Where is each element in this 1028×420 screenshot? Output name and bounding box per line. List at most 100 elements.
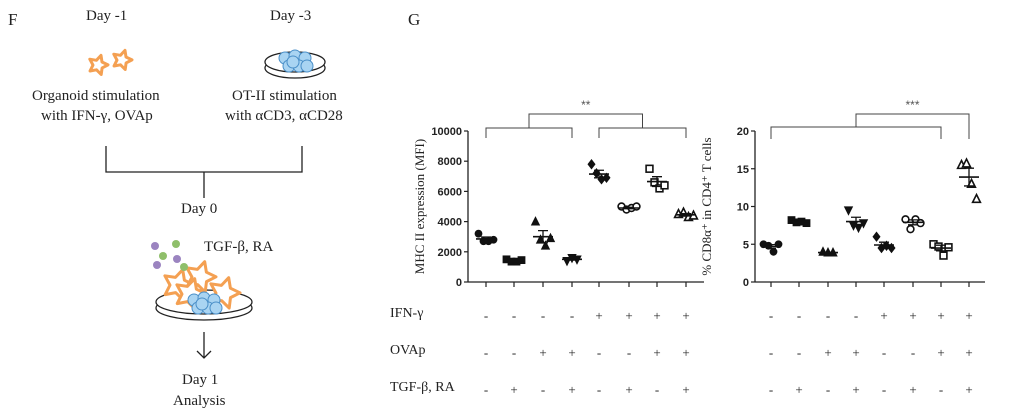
condition-sign: +: [880, 308, 887, 323]
y-tick-label: 10: [737, 202, 749, 214]
data-point: [906, 224, 915, 234]
error-bar: [509, 259, 519, 263]
condition-sign: -: [597, 382, 601, 397]
condition-sign: -: [797, 308, 801, 323]
data-point: [887, 242, 896, 254]
data-point: [645, 164, 654, 173]
t-cell-icon: [286, 55, 300, 69]
condition-sign: -: [882, 345, 886, 360]
y-tick-label: 15: [737, 164, 749, 176]
condition-sign: +: [653, 345, 660, 360]
cytokine-dot: [173, 255, 181, 263]
organoid-star-icon: [88, 53, 110, 76]
significance-stars: **: [581, 98, 591, 112]
panel-f-label: F: [8, 10, 18, 29]
day-minus-1: Day -1: [86, 8, 128, 24]
data-point: [474, 229, 483, 238]
condition-label-ovap: OVAp: [390, 343, 426, 358]
condition-sign: -: [939, 382, 943, 397]
data-point: [530, 216, 541, 226]
y-tick-label: 10000: [431, 126, 462, 138]
condition-sign: -: [911, 345, 915, 360]
data-point: [545, 232, 556, 243]
condition-sign: -: [484, 308, 488, 323]
condition-sign: +: [625, 382, 632, 397]
condition-sign: -: [797, 345, 801, 360]
day-minus-3: Day -3: [270, 8, 312, 24]
data-point: [660, 181, 669, 190]
significance-bracket: [770, 113, 970, 139]
error-bar: [908, 219, 918, 226]
condition-sign: +: [937, 308, 944, 323]
condition-sign: -: [570, 308, 574, 323]
error-bar: [594, 169, 604, 179]
condition-sign: +: [510, 382, 517, 397]
data-point: [843, 206, 854, 216]
condition-sign: +: [965, 382, 972, 397]
data-point: [934, 242, 943, 251]
condition-sign: -: [826, 308, 830, 323]
cytokine-dot: [151, 242, 159, 250]
condition-sign: +: [568, 345, 575, 360]
down-arrow-icon: [196, 332, 212, 359]
condition-sign: +: [568, 382, 575, 397]
error-bar: [624, 206, 634, 210]
error-bar: [481, 236, 491, 242]
condition-sign: -: [512, 308, 516, 323]
error-bar: [936, 244, 946, 252]
data-point: [632, 202, 641, 211]
significance-bracket: [485, 113, 687, 138]
y-axis-label: % CD8α⁺ in CD4⁺ T cells: [699, 137, 714, 275]
data-point: [872, 231, 881, 242]
t-cell-icon: [209, 301, 223, 315]
merge-connector: [105, 146, 303, 198]
error-bar: [851, 216, 861, 227]
y-tick-label: 6000: [438, 186, 462, 198]
cytokine-dot: [153, 261, 161, 269]
condition-label-tgf: TGF-β, RA: [390, 380, 455, 395]
condition-sign: +: [852, 382, 859, 397]
condition-label-ifn: IFN-γ: [390, 306, 424, 321]
y-tick-label: 0: [743, 277, 749, 289]
significance-stars: ***: [905, 98, 919, 112]
condition-sign: -: [597, 345, 601, 360]
condition-sign: +: [937, 345, 944, 360]
condition-sign: -: [512, 345, 516, 360]
condition-sign: -: [769, 345, 773, 360]
condition-sign: +: [965, 345, 972, 360]
y-tick-label: 0: [456, 277, 462, 289]
cytokine-dot: [180, 263, 188, 271]
condition-sign: +: [795, 382, 802, 397]
y-tick-label: 4000: [438, 217, 462, 229]
condition-sign: +: [682, 382, 689, 397]
condition-sign: -: [769, 308, 773, 323]
condition-sign: -: [826, 382, 830, 397]
error-bar: [538, 230, 548, 244]
organoid-text-1: Organoid stimulation: [32, 88, 160, 104]
y-tick-label: 5: [743, 239, 749, 251]
error-bar: [794, 220, 804, 224]
organoid-text-2: with IFN-γ, OVAp: [41, 108, 153, 124]
error-bar: [766, 243, 776, 250]
condition-sign: +: [595, 308, 602, 323]
panel-g-label: G: [408, 10, 421, 29]
condition-sign: +: [539, 345, 546, 360]
otii-text-1: OT-II stimulation: [232, 88, 337, 104]
condition-sign: -: [627, 345, 631, 360]
condition-sign: +: [653, 308, 660, 323]
error-bar: [879, 241, 889, 249]
y-tick-label: 8000: [438, 156, 462, 168]
data-point: [540, 240, 551, 250]
cytokine-dot: [172, 240, 180, 248]
t-cell-icon: [195, 297, 209, 311]
condition-sign: -: [655, 382, 659, 397]
condition-sign: -: [882, 382, 886, 397]
condition-sign: +: [682, 345, 689, 360]
condition-sign: -: [484, 382, 488, 397]
condition-sign: +: [909, 308, 916, 323]
data-point: [769, 247, 778, 256]
t-cell-icon: [300, 59, 314, 73]
condition-sign: +: [682, 308, 689, 323]
data-point: [961, 157, 972, 168]
